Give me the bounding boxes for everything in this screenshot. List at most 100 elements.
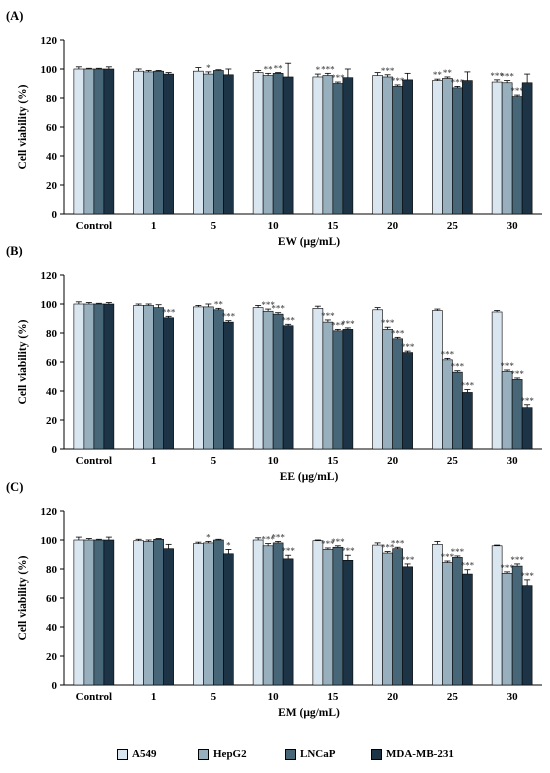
x-tick-label: 1 (151, 455, 157, 467)
significance-label: * (206, 532, 211, 542)
legend-label: HepG2 (213, 748, 247, 760)
bar (83, 303, 95, 450)
bar (193, 543, 204, 686)
bar (392, 548, 403, 686)
significance-label: *** (451, 547, 465, 557)
significance-label: *** (271, 304, 285, 314)
bar (163, 548, 174, 686)
bar (442, 562, 453, 686)
significance-label: ** (443, 68, 453, 78)
x-tick-label: 20 (387, 455, 399, 467)
x-tick-label: 30 (507, 691, 519, 703)
bar (103, 539, 115, 686)
significance-label: *** (500, 72, 514, 82)
bar (342, 329, 354, 450)
legend-label: LNCaP (300, 748, 336, 760)
bar (133, 70, 144, 215)
x-tick-label: 5 (211, 220, 217, 232)
y-tick-label: 80 (46, 328, 58, 340)
bar (402, 566, 413, 686)
bar (73, 303, 85, 450)
bar (262, 310, 274, 450)
significance-label: *** (500, 563, 514, 573)
significance-label: *** (461, 561, 475, 571)
significance-label: *** (321, 311, 335, 321)
y-tick-label: 40 (46, 386, 58, 398)
significance-label: ** (274, 64, 284, 74)
legend-swatch (117, 748, 128, 760)
y-tick-label: 20 (46, 180, 58, 192)
y-tick-label: 40 (46, 151, 58, 163)
y-tick-label: 120 (41, 35, 58, 47)
x-tick-label: Control (76, 455, 112, 467)
significance-label: ** (264, 64, 274, 74)
bar (442, 359, 453, 450)
x-tick-label: 10 (268, 455, 280, 467)
bar (153, 307, 164, 450)
y-tick-label: 0 (52, 444, 58, 456)
bar (511, 565, 523, 686)
significance-label: *** (441, 552, 455, 562)
legend-swatch (198, 748, 209, 760)
panel-label: (A) (6, 9, 23, 23)
bar (312, 308, 324, 450)
bar (491, 81, 503, 215)
legend-item-a549: A549 (117, 748, 156, 760)
y-tick-label: 80 (46, 93, 58, 105)
bar (223, 321, 234, 450)
bar (73, 68, 85, 215)
y-tick-label: 100 (41, 64, 58, 76)
bar (133, 540, 144, 686)
bar (511, 96, 523, 215)
bar (272, 313, 284, 450)
significance-label: *** (401, 555, 415, 565)
bar (143, 541, 154, 686)
bar (382, 76, 393, 215)
x-tick-label: Control (76, 691, 112, 703)
bar (252, 307, 264, 450)
bar (521, 407, 533, 450)
significance-label: *** (520, 396, 534, 406)
bar (103, 303, 115, 450)
x-tick-label: 30 (507, 220, 519, 232)
significance-label: *** (461, 381, 475, 391)
y-tick-label: 20 (46, 415, 58, 427)
bar (193, 306, 204, 450)
bar (213, 309, 224, 450)
x-tick-label: 15 (327, 691, 339, 703)
bar (203, 306, 214, 450)
x-tick-label: 10 (268, 220, 280, 232)
bar (501, 371, 513, 450)
significance-label: *** (331, 537, 345, 547)
x-tick-label: 15 (327, 220, 339, 232)
y-tick-label: 40 (46, 622, 58, 634)
bar (93, 539, 105, 686)
significance-label: *** (391, 76, 405, 86)
significance-label: *** (261, 300, 275, 310)
bar (402, 352, 413, 450)
bar (272, 542, 284, 686)
legend-item-hepg2: HepG2 (198, 748, 247, 760)
bar (282, 558, 294, 686)
bar (143, 71, 154, 215)
y-tick-label: 120 (41, 270, 58, 282)
y-axis-title: Cell viability (%) (17, 319, 29, 404)
bar (312, 540, 324, 686)
bar (342, 77, 354, 215)
y-tick-label: 100 (41, 299, 58, 311)
bar (342, 559, 354, 686)
y-tick-label: 120 (41, 506, 58, 518)
x-tick-label: 20 (387, 691, 399, 703)
x-tick-label: 5 (211, 455, 217, 467)
significance-label: *** (321, 64, 335, 74)
significance-label: ** (214, 299, 224, 309)
x-tick-label: 1 (151, 691, 157, 703)
significance-label: *** (271, 532, 285, 542)
bar (402, 79, 413, 215)
y-tick-label: 100 (41, 535, 58, 547)
bar (452, 87, 463, 215)
significance-label: *** (222, 312, 236, 322)
y-axis-title: Cell viability (%) (17, 84, 29, 169)
